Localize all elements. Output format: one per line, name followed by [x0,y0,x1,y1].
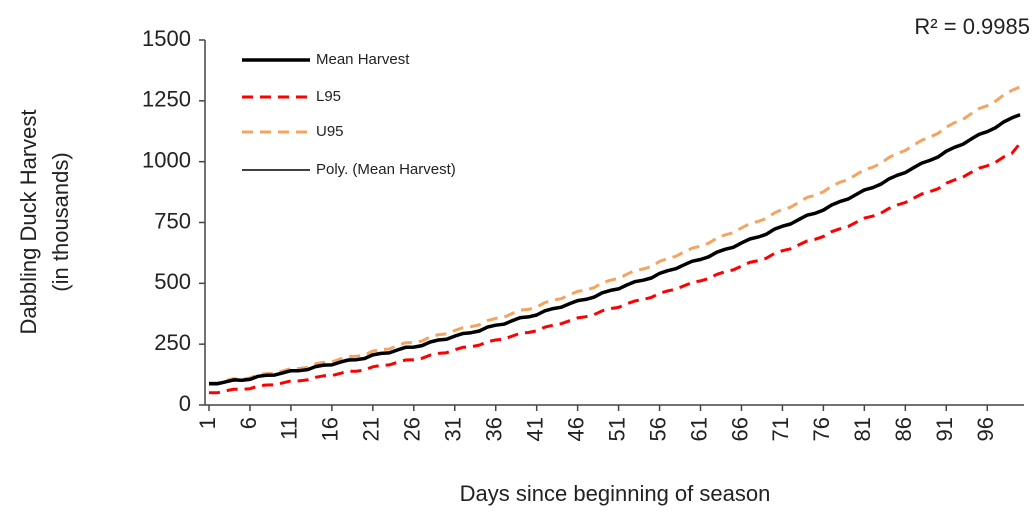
y-axis-label: (in thousands) [48,152,73,291]
legend-label: L95 [316,88,341,105]
x-tick-label: 16 [318,417,343,441]
x-tick-label: 21 [359,417,384,441]
series-line [209,113,1021,386]
x-tick-label: 71 [768,417,793,441]
legend-label: Poly. (Mean Harvest) [316,161,456,178]
y-tick-label: 1000 [142,147,191,172]
x-tick-label: 86 [891,417,916,441]
y-tick-label: 500 [154,269,191,294]
series-line [208,113,1021,386]
series-line [209,142,1022,395]
x-axis-label: Days since beginning of season [460,481,771,506]
x-tick-label: 61 [686,417,711,441]
y-tick-label: 750 [154,208,191,233]
x-tick-label: 46 [563,417,588,441]
x-tick-label: 11 [277,417,302,440]
x-tick-label: 26 [400,417,425,441]
x-tick-label: 1 [195,417,220,429]
y-tick-label: 250 [154,330,191,355]
x-tick-label: 96 [973,417,998,441]
x-tick-label: 56 [645,417,670,441]
x-tick-label: 81 [850,417,875,441]
y-tick-label: 1250 [142,87,191,112]
x-tick-label: 66 [727,417,752,441]
series-line [209,85,1021,385]
x-tick-label: 6 [236,417,261,429]
y-tick-label: 1500 [142,26,191,51]
x-tick-label: 51 [604,417,629,441]
x-tick-label: 41 [522,417,547,441]
x-tick-label: 31 [441,417,466,441]
legend-label: U95 [316,123,344,140]
x-tick-label: 36 [482,417,507,441]
y-tick-label: 0 [179,391,191,416]
x-tick-label: 91 [932,417,957,441]
annotation: R² = 0.9985 [914,14,1030,39]
legend-label: Mean Harvest [316,51,410,68]
x-tick-label: 76 [809,417,834,441]
y-axis-label: Dabbling Duck Harvest [16,110,41,335]
